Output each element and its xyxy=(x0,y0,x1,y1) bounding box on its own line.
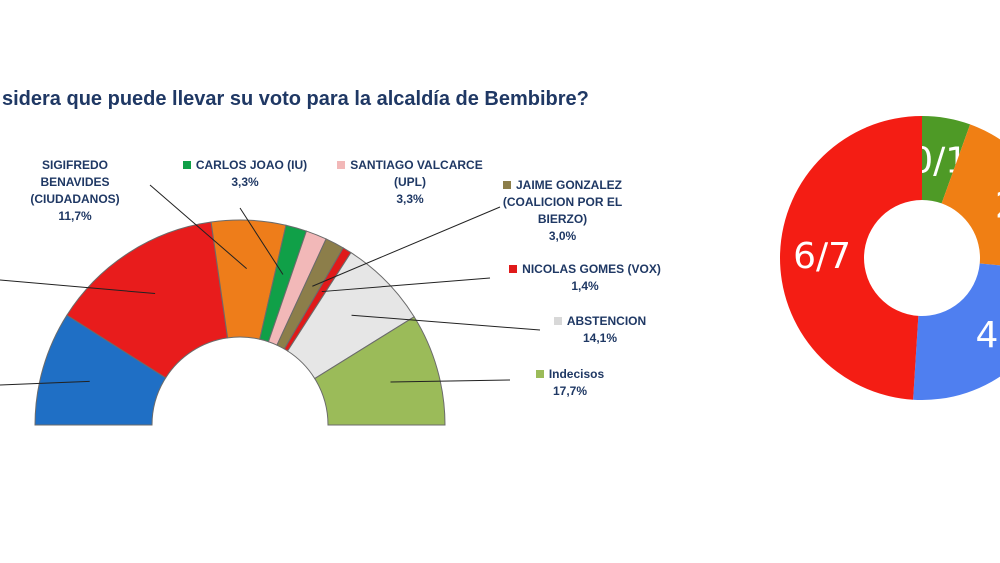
legend-swatch xyxy=(182,161,191,169)
leader-line xyxy=(351,314,541,331)
label-name: JAIME GONZALEZ (COALICION POR EL BIERZO) xyxy=(502,178,623,226)
label-value: 3,3% xyxy=(396,192,424,206)
chart-title: sidera que puede llevar su voto para la … xyxy=(2,88,589,110)
hemicycle-segment-1 xyxy=(66,221,229,379)
label-vox: NICOLAS GOMES (VOX) 1,4% xyxy=(490,261,680,295)
label-value: 3,3% xyxy=(231,175,259,189)
label-abstencion: ABSTENCION 14,1% xyxy=(535,313,665,347)
legend-swatch xyxy=(337,161,346,169)
label-value: 1,4% xyxy=(571,279,599,293)
label-indecisos: Indecisos 17,7% xyxy=(505,366,635,400)
leader-line xyxy=(239,207,284,275)
label-ciudadanos: SIGIFREDO BENAVIDES (CIUDADANOS) 11,7% xyxy=(0,157,150,225)
donut-label: 4 xyxy=(975,315,998,356)
legend-swatch xyxy=(553,317,562,325)
hemicycle-segment-8 xyxy=(314,316,446,426)
label-value: 14,1% xyxy=(582,331,618,345)
label-upl: SANTIAGO VALCARCE (UPL) 3,3% xyxy=(330,157,490,208)
legend-swatch xyxy=(509,265,518,273)
label-name: Indecisos xyxy=(548,367,605,381)
label-iu: CARLOS JOAO (IU) 3,3% xyxy=(170,157,320,191)
donut-label: 6/7 xyxy=(793,236,851,277)
leader-line xyxy=(0,380,90,386)
label-name: SANTIAGO VALCARCE (UPL) xyxy=(350,158,483,189)
label-name: ABSTENCION xyxy=(566,314,647,328)
leader-line xyxy=(390,379,511,383)
donut-segment-2 xyxy=(913,263,1000,400)
label-value: 17,7% xyxy=(552,384,588,398)
label-name: NICOLAS GOMES (VOX) xyxy=(522,262,661,276)
leader-line xyxy=(312,206,501,287)
legend-swatch xyxy=(502,181,511,189)
label-value: 11,7% xyxy=(58,209,92,223)
label-value: 3,0% xyxy=(548,229,577,243)
legend-swatch xyxy=(535,370,544,378)
donut-label: 2 xyxy=(995,185,1000,226)
donut-segment-3 xyxy=(780,116,922,400)
leader-line xyxy=(149,184,247,270)
leader-line xyxy=(321,277,491,293)
label-name: SIGIFREDO BENAVIDES (CIUDADANOS) xyxy=(30,158,120,206)
donut-segment-1 xyxy=(941,124,1000,266)
label-name: CARLOS JOAO (IU) xyxy=(195,158,308,172)
donut-segment-0 xyxy=(922,116,971,204)
leader-line xyxy=(0,279,156,295)
label-coalicion: JAIME GONZALEZ (COALICION POR EL BIERZO)… xyxy=(495,177,630,245)
